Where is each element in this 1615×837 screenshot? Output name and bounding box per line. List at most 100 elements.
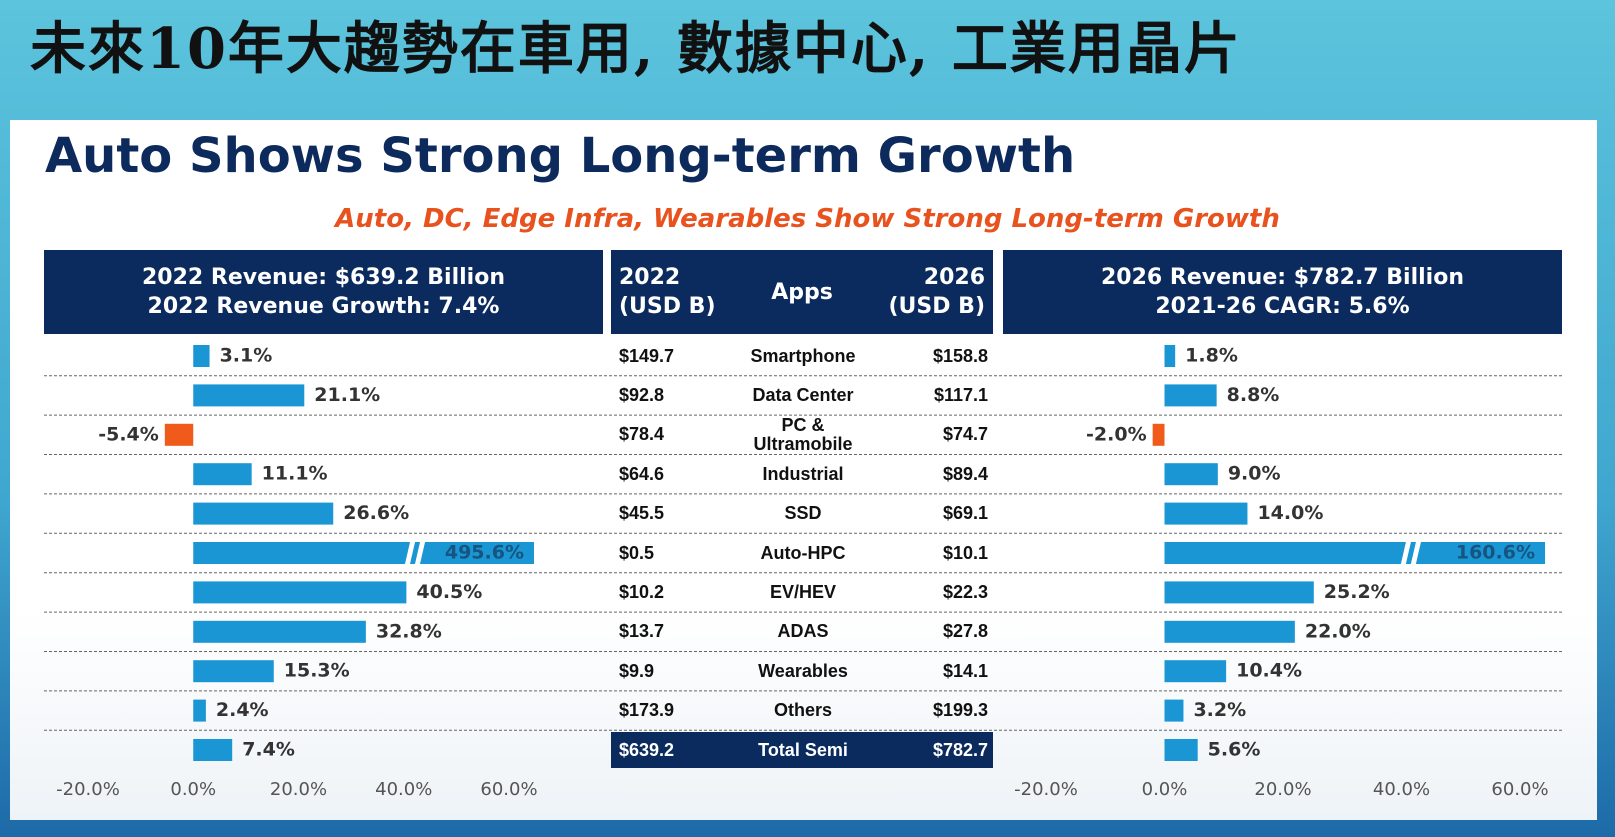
- value-label: 15.3%: [284, 660, 350, 682]
- table-cell: $158.8: [932, 345, 988, 366]
- table-cell: $10.2: [619, 581, 665, 602]
- table-cell: $199.3: [932, 700, 988, 721]
- table-cell: $10.1: [942, 542, 988, 563]
- value-label: 160.6%: [1456, 542, 1535, 564]
- bar: [193, 542, 534, 564]
- value-label: 26.6%: [343, 502, 409, 524]
- axis-break: [414, 540, 426, 566]
- x-tick-label: 40.0%: [1373, 779, 1430, 800]
- bar: [193, 581, 407, 604]
- bar: [1164, 581, 1314, 604]
- value-label: 8.8%: [1227, 384, 1280, 406]
- x-tick-label: 40.0%: [375, 779, 432, 800]
- x-tick-label: -20.0%: [56, 779, 120, 800]
- table-cell: Total Semi: [758, 739, 848, 760]
- table-header: 2022 (USD B) Apps 2026 (USD B): [611, 250, 993, 334]
- table-cell: $74.7: [942, 424, 988, 445]
- table-cell: Industrial: [762, 463, 844, 484]
- table-cell: SSD: [784, 503, 822, 524]
- bar: [193, 660, 274, 683]
- table-cell: $22.3: [942, 581, 988, 602]
- value-label: 3.2%: [1193, 699, 1246, 721]
- table-cell: $639.2: [619, 739, 675, 760]
- table-cell: Wearables: [758, 660, 848, 681]
- bar: [1164, 620, 1295, 643]
- chart-title: 2022 Revenue: $639.2 Billion: [142, 265, 505, 290]
- x-tick-label: 60.0%: [480, 779, 537, 800]
- chart-title: 2026 Revenue: $782.7 Billion: [1101, 265, 1464, 290]
- table-cell: $13.7: [619, 621, 665, 642]
- bar: [1164, 699, 1184, 722]
- value-label: 32.8%: [376, 620, 442, 642]
- value-label: 14.0%: [1257, 502, 1323, 524]
- axis-break: [404, 540, 416, 566]
- x-tick-label: 0.0%: [170, 779, 216, 800]
- bar: [1164, 345, 1176, 367]
- bar: [1152, 423, 1165, 446]
- table-cell: Others: [773, 700, 833, 721]
- axis-break: [1400, 540, 1412, 566]
- table-cell: EV/HEV: [769, 581, 837, 602]
- table-cell: PC & Ultramobile: [753, 414, 853, 454]
- bar: [193, 502, 334, 525]
- bar: [193, 463, 252, 486]
- chart-subtitle: 2021-26 CAGR: 5.6%: [1155, 294, 1410, 319]
- value-label: -5.4%: [98, 423, 159, 445]
- table-cell: $14.1: [942, 660, 988, 681]
- header-cell: Apps: [771, 279, 833, 305]
- slide-title: Auto Shows Strong Long-term Growth: [45, 128, 1076, 184]
- bar: [193, 699, 206, 722]
- table-cell: $89.4: [942, 463, 988, 484]
- value-label: 1.8%: [1185, 345, 1238, 367]
- bar: [1164, 384, 1217, 407]
- bar: [193, 384, 305, 407]
- bar: [193, 345, 210, 367]
- value-label: 11.1%: [262, 463, 328, 485]
- table-cell: $92.8: [619, 384, 665, 405]
- table-cell: Smartphone: [750, 345, 856, 366]
- value-label: 5.6%: [1208, 739, 1261, 761]
- bar: [1164, 502, 1248, 525]
- left-header: 2022 Revenue: $639.2 Billion 2022 Revenu…: [44, 250, 603, 334]
- bar: [1164, 660, 1227, 683]
- x-tick-label: 20.0%: [270, 779, 327, 800]
- table-cell: Auto-HPC: [760, 542, 846, 563]
- bar: [1164, 542, 1545, 564]
- value-label: 21.1%: [314, 384, 380, 406]
- value-label: 3.1%: [220, 345, 273, 367]
- header-cell: 2022: [619, 265, 681, 290]
- x-tick-label: 0.0%: [1142, 779, 1188, 800]
- bar: [193, 620, 366, 643]
- table-cell: $117.1: [933, 384, 988, 405]
- x-tick-label: 60.0%: [1491, 779, 1548, 800]
- value-label: 22.0%: [1305, 620, 1371, 642]
- bar: [1164, 739, 1198, 761]
- chart-subtitle: 2022 Revenue Growth: 7.4%: [147, 294, 500, 319]
- value-label: 10.4%: [1236, 660, 1302, 682]
- header-cell: (USD B): [619, 294, 716, 319]
- banner: 未來10年大趨勢在車用, 數據中心, 工業用晶片: [30, 16, 1242, 82]
- total-row-bg: [611, 732, 993, 768]
- table-cell: $9.9: [619, 660, 655, 681]
- bar: [164, 423, 194, 446]
- table-cell: ADAS: [777, 621, 829, 642]
- bar: [193, 739, 233, 761]
- table-cell: $78.4: [619, 424, 665, 445]
- right-header: 2026 Revenue: $782.7 Billion 2021-26 CAG…: [1003, 250, 1562, 334]
- value-label: 40.5%: [416, 581, 482, 603]
- x-tick-label: -20.0%: [1014, 779, 1078, 800]
- table-cell: $782.7: [932, 739, 988, 760]
- header-cell: 2026: [923, 265, 985, 290]
- value-label: 2.4%: [216, 699, 269, 721]
- panel: [10, 120, 1597, 820]
- table-cell: $45.5: [619, 503, 665, 524]
- value-label: 9.0%: [1228, 463, 1281, 485]
- axis-break: [1410, 540, 1422, 566]
- bar: [1164, 463, 1218, 486]
- value-label: -2.0%: [1086, 423, 1147, 445]
- value-label: 7.4%: [242, 739, 295, 761]
- table-cell: Data Center: [752, 384, 854, 405]
- header-cell: (USD B): [888, 294, 985, 319]
